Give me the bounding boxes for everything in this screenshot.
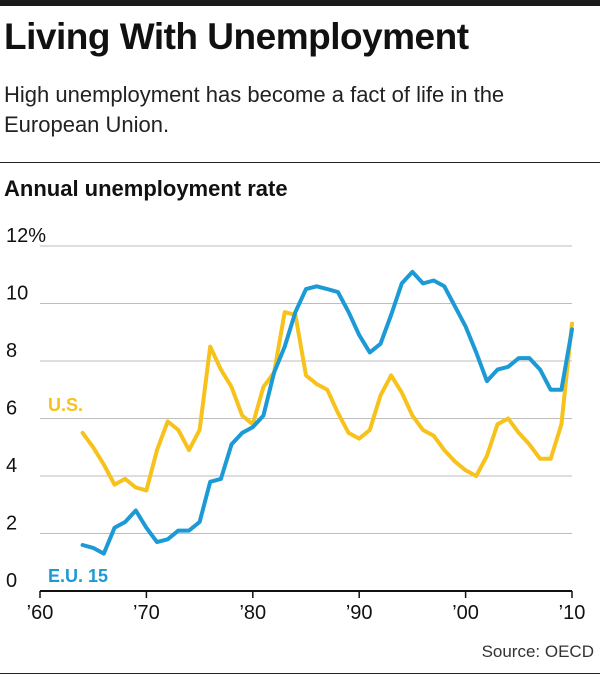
- series-lines: [80, 269, 574, 556]
- y-tick-label: 2: [6, 513, 17, 535]
- x-tick-label: ’10: [559, 602, 586, 624]
- top-bar: [0, 0, 600, 6]
- page-title: Living With Unemployment: [4, 16, 469, 57]
- series-label-us: U.S.: [48, 395, 83, 415]
- series-line-eu: [80, 269, 574, 556]
- footer-divider: [0, 673, 600, 674]
- y-tick-label: 4: [6, 455, 17, 477]
- page-subtitle: High unemployment has become a fact of l…: [4, 82, 505, 137]
- header-divider: [0, 162, 600, 163]
- source-note: Source: OECD: [481, 642, 594, 661]
- chart-title: Annual unemployment rate: [4, 176, 288, 201]
- x-tick-label: ’70: [133, 602, 160, 624]
- y-tick-label: 6: [6, 398, 17, 420]
- x-axis-tick-labels: ’60 ’70 ’80 ’90 ’00 ’10: [27, 602, 586, 624]
- y-tick-label: 12%: [6, 225, 46, 247]
- x-tick-label: ’60: [27, 602, 54, 624]
- series-line-us: [80, 310, 574, 493]
- x-tick-label: ’80: [239, 602, 266, 624]
- grid-lines: [39, 245, 573, 598]
- y-tick-label: 0: [6, 570, 17, 592]
- y-axis-tick-labels: 0 2 4 6 8 10 12%: [6, 225, 46, 592]
- y-tick-label: 10: [6, 283, 28, 305]
- x-tick-label: ’90: [346, 602, 373, 624]
- series-label-eu: E.U. 15: [48, 566, 108, 586]
- x-tick-label: ’00: [452, 602, 479, 624]
- y-tick-label: 8: [6, 340, 17, 362]
